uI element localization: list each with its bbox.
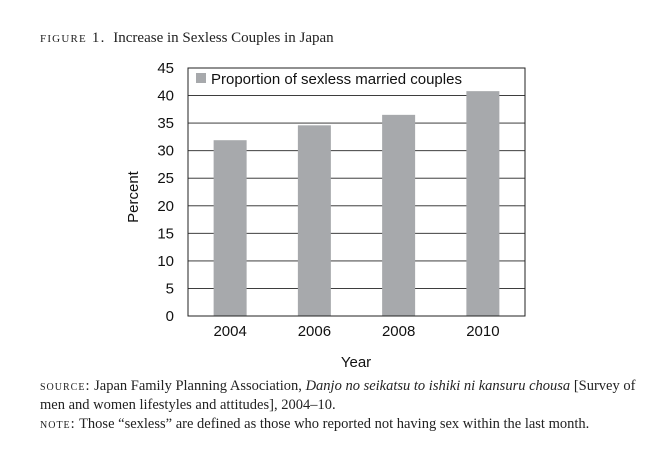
x-tick-label: 2010 (466, 323, 499, 340)
y-tick-label: 10 (157, 253, 174, 270)
x-tick-label: 2008 (382, 323, 415, 340)
bar-2008 (382, 114, 416, 316)
x-tick-label: 2004 (213, 323, 246, 340)
bar-2004 (213, 140, 247, 316)
bar-2006 (297, 125, 331, 316)
y-tick-label: 25 (157, 170, 174, 187)
note-label: note: (40, 416, 76, 432)
y-tick-label: 45 (157, 60, 174, 77)
plot-frame (187, 67, 526, 317)
legend-swatch (196, 73, 206, 83)
y-tick-labels: 0 5 10 15 20 25 30 35 40 45 (157, 60, 174, 325)
source-line: source: Japan Family Planning Associatio… (40, 377, 640, 415)
note-text: Those “sexless” are defined as those who… (75, 416, 590, 432)
note-line: note: Those “sexless” are defined as tho… (40, 415, 640, 434)
x-axis-label: Year (341, 354, 371, 371)
bar-2010 (466, 91, 500, 316)
y-tick-label: 0 (166, 308, 174, 325)
source-title: Danjo no seikatsu to ishiki ni kansuru c… (305, 378, 571, 394)
source-text-after: [Survey of men and women lifestyles and … (40, 378, 636, 413)
y-tick-label: 35 (157, 115, 174, 132)
y-tick-label: 15 (157, 225, 174, 242)
figure-caption: figure 1. Increase in Sexless Couples in… (40, 30, 334, 47)
y-axis-label: Percent (125, 170, 142, 223)
x-tick-label: 2006 (298, 323, 331, 340)
x-tick-labels: 2004 2006 2008 2010 (213, 323, 499, 340)
bar-chart: 0 5 10 15 20 25 30 35 40 45 2004 2006 2008 2010 Prop… (125, 60, 526, 371)
y-tick-label: 5 (166, 280, 174, 297)
bars (213, 91, 500, 316)
y-tick-label: 20 (157, 198, 174, 215)
source-notes: source: Japan Family Planning Associatio… (40, 377, 640, 434)
source-text-before: Japan Family Planning Association, (90, 378, 306, 394)
figure-label: figure 1. (40, 30, 106, 46)
legend-label: Proportion of sexless married couples (211, 71, 462, 88)
y-tick-label: 40 (157, 88, 174, 105)
source-label: source: (40, 378, 91, 394)
y-tick-label: 30 (157, 143, 174, 160)
figure-title: Increase in Sexless Couples in Japan (113, 30, 334, 46)
